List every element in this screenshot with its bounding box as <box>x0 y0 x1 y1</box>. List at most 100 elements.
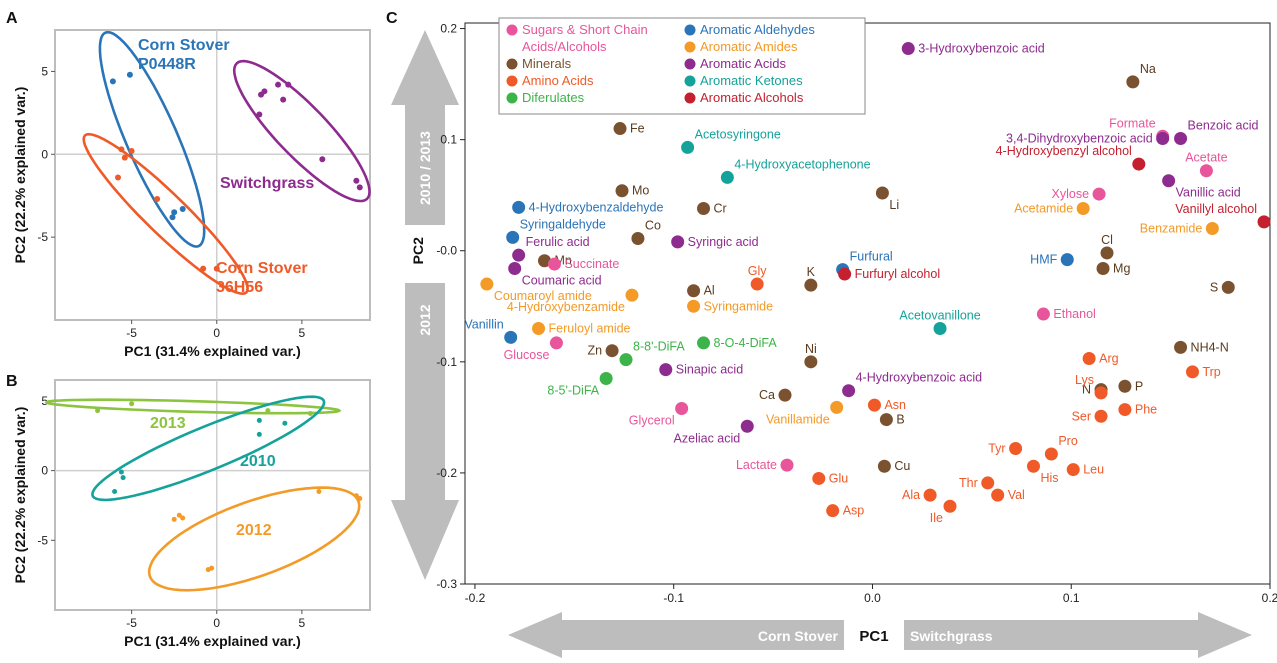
loading-point <box>838 267 852 281</box>
loading-point <box>1100 246 1114 260</box>
loading-point <box>687 284 701 298</box>
point-label: Acetosyringone <box>695 127 781 141</box>
ellipse-corn-stover-p0448r <box>98 30 206 248</box>
data-point <box>129 401 135 407</box>
legend-marker <box>684 58 696 70</box>
point-label: Acetamide <box>1014 202 1073 216</box>
point-label: Ala <box>902 488 920 502</box>
loading-point <box>625 288 639 302</box>
y-tick-label: -5 <box>37 230 48 244</box>
loading-point <box>512 200 526 214</box>
legend-marker <box>506 58 518 70</box>
data-point <box>213 265 220 272</box>
point-label: Ferulic acid <box>526 235 590 249</box>
loading-point <box>740 419 754 433</box>
ellipse-switchgrass <box>232 59 371 203</box>
loading-point <box>1132 157 1146 171</box>
point-label: 4-Hydroxyacetophenone <box>734 157 870 171</box>
y-axis-label: PC2 (22.2% explained var.) <box>12 407 28 584</box>
data-point <box>126 71 133 78</box>
data-point <box>265 408 271 414</box>
loading-point <box>867 398 881 412</box>
point-label: Lys <box>1075 373 1094 387</box>
legend-label: Diferulates <box>522 90 585 105</box>
legend-label: Amino Acids <box>522 73 594 88</box>
point-label: Ethanol <box>1053 307 1095 321</box>
plot-frame <box>54 29 371 321</box>
loading-point <box>804 278 818 292</box>
horizontal-arrow: Corn Stover PC1 Switchgrass <box>508 612 1252 658</box>
loading-point <box>1118 379 1132 393</box>
data-point <box>171 209 178 216</box>
x-tick-label: -5 <box>126 326 137 340</box>
legend-marker <box>506 92 518 104</box>
point-label: Furfural <box>850 250 893 264</box>
point-label: Coumaroyl amide <box>494 289 592 303</box>
legend-marker <box>506 24 518 36</box>
point-label: Vanillamide <box>766 412 830 426</box>
loading-point <box>1162 174 1176 188</box>
x-tick-label: 0 <box>213 616 220 630</box>
point-label: HMF <box>1030 253 1057 267</box>
vertical-arrow: 2010 / 2013 2012 <box>391 30 459 580</box>
point-label: Na <box>1140 62 1156 76</box>
loading-point <box>480 277 494 291</box>
legend-label: Acids/Alcohols <box>522 39 607 54</box>
y-tick-label: -0.3 <box>436 577 457 591</box>
point-label: NH4-N <box>1191 340 1229 354</box>
loading-point <box>697 202 711 216</box>
point-label: Cr <box>714 202 727 216</box>
plot-frame <box>54 379 371 611</box>
vertical-arrow-top-shape <box>391 30 459 225</box>
loading-point <box>504 330 518 344</box>
point-label: Leu <box>1083 463 1104 477</box>
loading-point <box>605 344 619 358</box>
arrow-label-switchgrass: Switchgrass <box>910 628 993 644</box>
data-point <box>280 96 287 103</box>
plot-frame <box>464 22 1271 585</box>
legend-label: Aromatic Acids <box>700 56 786 71</box>
loading-point <box>675 401 689 415</box>
legend-marker <box>684 24 696 36</box>
loading-point <box>1036 307 1050 321</box>
legend-marker <box>506 75 518 87</box>
legend-marker <box>684 41 696 53</box>
legend-label: Minerals <box>522 56 572 71</box>
loading-point <box>804 355 818 369</box>
y-axis-label: PC2 (22.2% explained var.) <box>12 87 28 264</box>
data-point <box>154 196 161 203</box>
loading-point <box>1257 215 1271 229</box>
point-label: Glu <box>829 471 849 485</box>
loading-point <box>547 257 561 271</box>
point-label: 4-Hydroxybenzoic acid <box>856 371 982 385</box>
ellipse-corn-stover-36h56 <box>82 132 249 296</box>
point-label: Ile <box>930 511 943 525</box>
point-label: Lactate <box>736 458 777 472</box>
point-label: Mg <box>1113 262 1130 276</box>
data-point <box>121 154 128 161</box>
point-label: Co <box>645 219 661 233</box>
legend-label: Sugars & Short Chain <box>522 22 648 37</box>
point-label: Pro <box>1058 434 1078 448</box>
point-label: Mo <box>632 184 649 198</box>
data-point <box>261 88 268 95</box>
x-tick-label: 0.1 <box>1063 591 1080 605</box>
ellipse-2012 <box>147 486 361 592</box>
legend-label: Aromatic Alcohols <box>700 90 804 105</box>
point-label: B <box>896 413 904 427</box>
loading-point <box>1126 75 1140 89</box>
loading-point <box>750 277 764 291</box>
point-label: Succinate <box>564 257 619 271</box>
vertical-arrow-bottom-shape <box>391 283 459 580</box>
point-label: Asp <box>843 504 865 518</box>
point-label: 4-Hydroxybenzamide <box>507 300 625 314</box>
point-label: Arg <box>1099 351 1119 365</box>
point-label: Syringic acid <box>688 235 759 249</box>
data-point <box>115 174 121 181</box>
point-label: Thr <box>959 476 978 490</box>
data-point <box>319 156 326 163</box>
loading-point <box>830 400 844 414</box>
point-label: Al <box>704 284 715 298</box>
y-tick-label: 5 <box>41 64 48 78</box>
